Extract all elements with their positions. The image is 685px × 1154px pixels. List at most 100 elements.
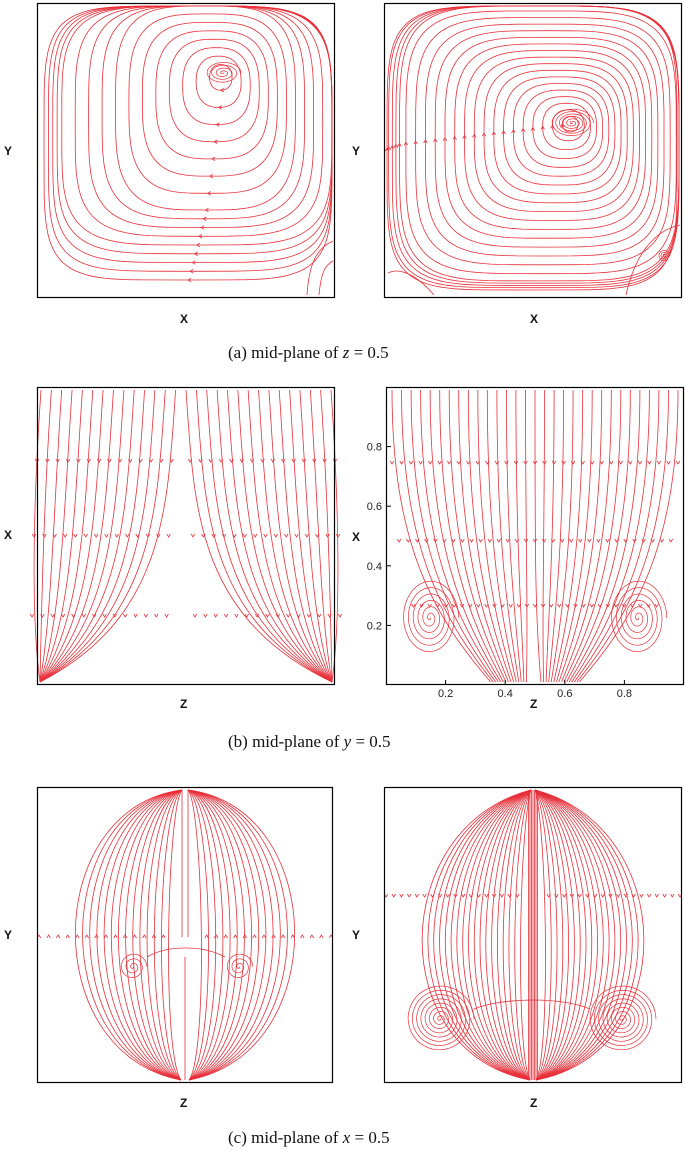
- closed-streamline: [395, 5, 680, 284]
- flow-arrow: [391, 893, 396, 898]
- flow-arrow: [570, 460, 576, 465]
- streamline: [485, 789, 532, 1081]
- closed-streamline: [115, 5, 296, 211]
- flow-arrow: [103, 934, 109, 939]
- panel-a2: [383, 2, 683, 299]
- flow-arrow: [442, 538, 447, 543]
- flow-arrow: [73, 533, 78, 538]
- flow-arrow: [437, 460, 442, 465]
- x-tick-label: 0.2: [438, 688, 453, 700]
- streamline: [187, 789, 296, 1081]
- flow-arrow: [215, 122, 220, 127]
- flow-arrow: [406, 538, 411, 543]
- flow-arrow: [616, 893, 621, 898]
- flow-arrow: [229, 458, 234, 463]
- flow-arrow: [433, 138, 438, 143]
- streamline: [444, 789, 532, 1081]
- streamline: [534, 789, 622, 1081]
- flow-arrow: [252, 934, 257, 939]
- flow-arrow: [549, 603, 554, 608]
- streamline: [568, 389, 641, 683]
- flow-arrow: [252, 533, 258, 538]
- flow-arrow: [618, 460, 623, 465]
- streamline: [39, 389, 125, 683]
- streamline: [39, 389, 83, 683]
- streamline-plot-a1: [36, 2, 336, 299]
- panel-c1: [36, 786, 334, 1084]
- flow-arrow: [242, 934, 248, 939]
- streamline: [153, 789, 183, 1081]
- x-tick-label: 0.8: [617, 688, 632, 700]
- streamline: [566, 389, 631, 683]
- flow-arrow: [86, 458, 91, 463]
- streamline: [187, 789, 224, 1081]
- flow-arrow: [476, 603, 481, 608]
- flow-arrow: [223, 613, 229, 618]
- flow-arrow: [206, 191, 211, 196]
- panel-b2-ylabel: X: [352, 530, 361, 544]
- flow-arrow: [211, 156, 216, 162]
- flow-arrow: [290, 934, 295, 939]
- panel-b2-xlabel: Z: [530, 697, 538, 711]
- flow-arrow: [117, 458, 123, 463]
- flow-arrow: [523, 538, 529, 543]
- flow-arrow: [562, 893, 567, 898]
- caption-b-var: y: [343, 732, 352, 751]
- x-tick-label: 0.6: [557, 688, 572, 700]
- flow-arrow: [166, 533, 171, 538]
- panel-c1-xlabel: Z: [180, 1096, 188, 1110]
- panel-a2-ylabel: Y: [352, 144, 361, 158]
- streamline: [89, 789, 183, 1081]
- flow-arrow: [577, 893, 582, 898]
- flow-arrow: [578, 538, 583, 543]
- flow-arrow: [646, 893, 652, 898]
- flow-arrow: [291, 458, 296, 463]
- streamline: [534, 789, 616, 1081]
- flow-arrow: [422, 893, 427, 898]
- streamline: [187, 789, 274, 1081]
- corner-streamline: [625, 224, 681, 296]
- streamline-plot-c1: [36, 786, 334, 1084]
- flow-arrow: [654, 603, 659, 608]
- plot-frame: [36, 2, 336, 299]
- streamline: [39, 389, 94, 683]
- flow-arrow: [451, 603, 457, 608]
- panel-b1-ylabel: X: [4, 528, 13, 542]
- streamline: [534, 789, 546, 1081]
- streamline: [258, 389, 333, 683]
- flow-arrow: [260, 458, 265, 463]
- flow-arrow: [504, 460, 509, 465]
- caption-b: (b) mid-plane of y = 0.5: [228, 732, 391, 752]
- streamline-plot-a2: [383, 2, 683, 299]
- flow-arrow: [485, 460, 490, 465]
- streamline: [477, 389, 514, 683]
- streamline: [103, 789, 183, 1081]
- flow-arrow: [60, 613, 66, 618]
- flow-arrow: [218, 458, 224, 463]
- flow-arrow: [646, 603, 651, 608]
- streamline: [187, 789, 245, 1081]
- flow-arrow: [460, 538, 465, 543]
- flow-arrow: [217, 105, 222, 110]
- streamline: [542, 389, 545, 683]
- closed-streamline: [399, 5, 680, 282]
- flow-arrow: [319, 934, 324, 939]
- flow-arrow: [670, 893, 675, 898]
- flow-arrow: [42, 533, 47, 538]
- flow-arrow: [427, 460, 433, 465]
- streamline: [39, 389, 166, 683]
- flow-arrow: [284, 533, 289, 538]
- flow-arrow: [491, 131, 496, 136]
- flow-arrow: [487, 538, 492, 543]
- flow-arrow: [511, 129, 516, 134]
- flow-arrow: [234, 613, 239, 618]
- flow-arrow: [542, 460, 547, 465]
- flow-arrow: [91, 613, 97, 618]
- plot-frame: [383, 2, 683, 299]
- flow-arrow: [337, 613, 343, 618]
- streamline: [534, 789, 645, 1081]
- flow-arrow: [202, 216, 207, 221]
- streamline: [576, 389, 669, 683]
- flow-arrow: [514, 538, 520, 543]
- flow-arrow: [189, 269, 194, 274]
